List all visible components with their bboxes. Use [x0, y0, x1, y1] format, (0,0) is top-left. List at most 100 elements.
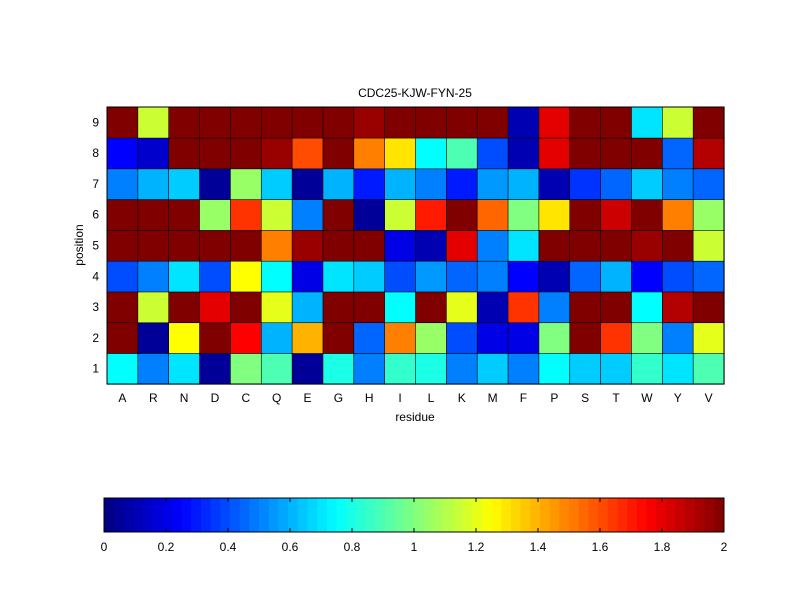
heatmap-cell [199, 260, 232, 293]
x-tick-label: M [488, 391, 498, 405]
heatmap-cell [322, 291, 355, 324]
colorbar-swatch [404, 498, 415, 532]
x-tick-label: V [705, 391, 713, 405]
heatmap-cell [106, 291, 139, 324]
x-tick-label: H [365, 391, 374, 405]
colorbar-swatch [220, 498, 231, 532]
colorbar-swatch [346, 498, 357, 532]
heatmap-cell [661, 322, 694, 354]
heatmap-cell [661, 291, 694, 324]
colorbar-swatch [171, 498, 182, 532]
heatmap-cell [137, 168, 170, 200]
colorbar-swatch [278, 498, 289, 532]
heatmap-cell [260, 137, 293, 170]
heatmap-cell [415, 229, 447, 262]
heatmap-cell [322, 137, 355, 170]
x-tick-label: N [180, 391, 189, 405]
heatmap-cell [692, 322, 725, 354]
colorbar-swatch [307, 498, 318, 532]
heatmap-cell [631, 106, 663, 139]
colorbar-swatch [714, 498, 725, 532]
heatmap-cell [353, 106, 386, 139]
colorbar-swatch [142, 498, 153, 532]
heatmap-cell [260, 106, 293, 139]
heatmap-cell [446, 352, 478, 385]
colorbar-swatch [588, 498, 599, 532]
heatmap-cell [569, 322, 602, 354]
colorbar-swatch [452, 498, 463, 532]
x-tick-label: D [211, 391, 220, 405]
x-tick-label: I [398, 391, 401, 405]
heatmap-cell [692, 260, 725, 293]
heatmap-cell [569, 352, 602, 385]
colorbar-tick-label: 0.6 [282, 540, 299, 554]
heatmap-cell [538, 322, 571, 354]
heatmap-cell [260, 352, 293, 385]
heatmap-cell [353, 352, 386, 385]
y-tick-label: 3 [92, 300, 99, 314]
colorbar-swatch [491, 498, 502, 532]
colorbar-swatch [636, 498, 647, 532]
y-axis-label: position [72, 224, 86, 265]
y-tick-label: 5 [92, 239, 99, 253]
x-tick-label: L [428, 391, 435, 405]
colorbar-swatch [559, 498, 570, 532]
heatmap-cell [291, 260, 324, 293]
heatmap-cell [106, 322, 139, 354]
heatmap-cell [106, 168, 139, 200]
heatmap-cell [322, 260, 355, 293]
heatmap-cell [230, 229, 262, 262]
heatmap-cell [446, 199, 478, 231]
heatmap-cell [692, 199, 725, 231]
colorbar-swatch [355, 498, 366, 532]
heatmap-cell [569, 106, 602, 139]
colorbar-swatch [530, 498, 541, 532]
colorbar-swatch [249, 498, 260, 532]
heatmap-cell [260, 199, 293, 231]
colorbar-tick-label: 1.6 [592, 540, 609, 554]
heatmap-cell [538, 291, 571, 324]
y-tick-label: 4 [92, 269, 99, 283]
heatmap-cell [137, 199, 170, 231]
colorbar-swatch [259, 498, 270, 532]
heatmap-cell [415, 352, 447, 385]
heatmap-cell [384, 168, 417, 200]
heatmap-cell [137, 137, 170, 170]
x-tick-label: R [149, 391, 158, 405]
colorbar-swatch [239, 498, 250, 532]
colorbar-tick-label: 1.2 [468, 540, 485, 554]
heatmap-cell [476, 229, 509, 262]
heatmap-cell [446, 168, 478, 200]
heatmap-cell [600, 106, 633, 139]
heatmap-cell [415, 137, 447, 170]
colorbar-swatch [569, 498, 580, 532]
heatmap-cell [661, 137, 694, 170]
heatmap-cell [446, 229, 478, 262]
heatmap-cell [446, 106, 478, 139]
heatmap-cell [199, 322, 232, 354]
heatmap-cell [291, 352, 324, 385]
heatmap-cell [538, 137, 571, 170]
x-tick-label: E [304, 391, 312, 405]
x-tick-label: P [550, 391, 558, 405]
heatmap-cell [137, 322, 170, 354]
colorbar-swatch [617, 498, 628, 532]
y-tick-labels: 1 2 3 4 5 6 7 8 9 [92, 115, 99, 375]
heatmap-cell [230, 352, 262, 385]
colorbar-swatch [539, 498, 551, 532]
colorbar-swatch [665, 498, 676, 532]
colorbar: 0 0.2 0.4 0.6 0.8 1 1.2 1.4 1.6 1.8 2 [101, 497, 728, 554]
heatmap-cell [291, 229, 324, 262]
colorbar-swatch [365, 498, 376, 532]
colorbar-swatch [288, 498, 299, 532]
heatmap-cell [106, 229, 139, 262]
heatmap-cell [199, 137, 232, 170]
heatmap-cell [631, 322, 663, 354]
colorbar-swatch [123, 498, 134, 532]
colorbar-swatch [152, 498, 163, 532]
colorbar-swatch [694, 498, 706, 532]
heatmap-cell [322, 352, 355, 385]
y-tick-label: 8 [92, 146, 99, 160]
heatmap-cell [230, 137, 262, 170]
